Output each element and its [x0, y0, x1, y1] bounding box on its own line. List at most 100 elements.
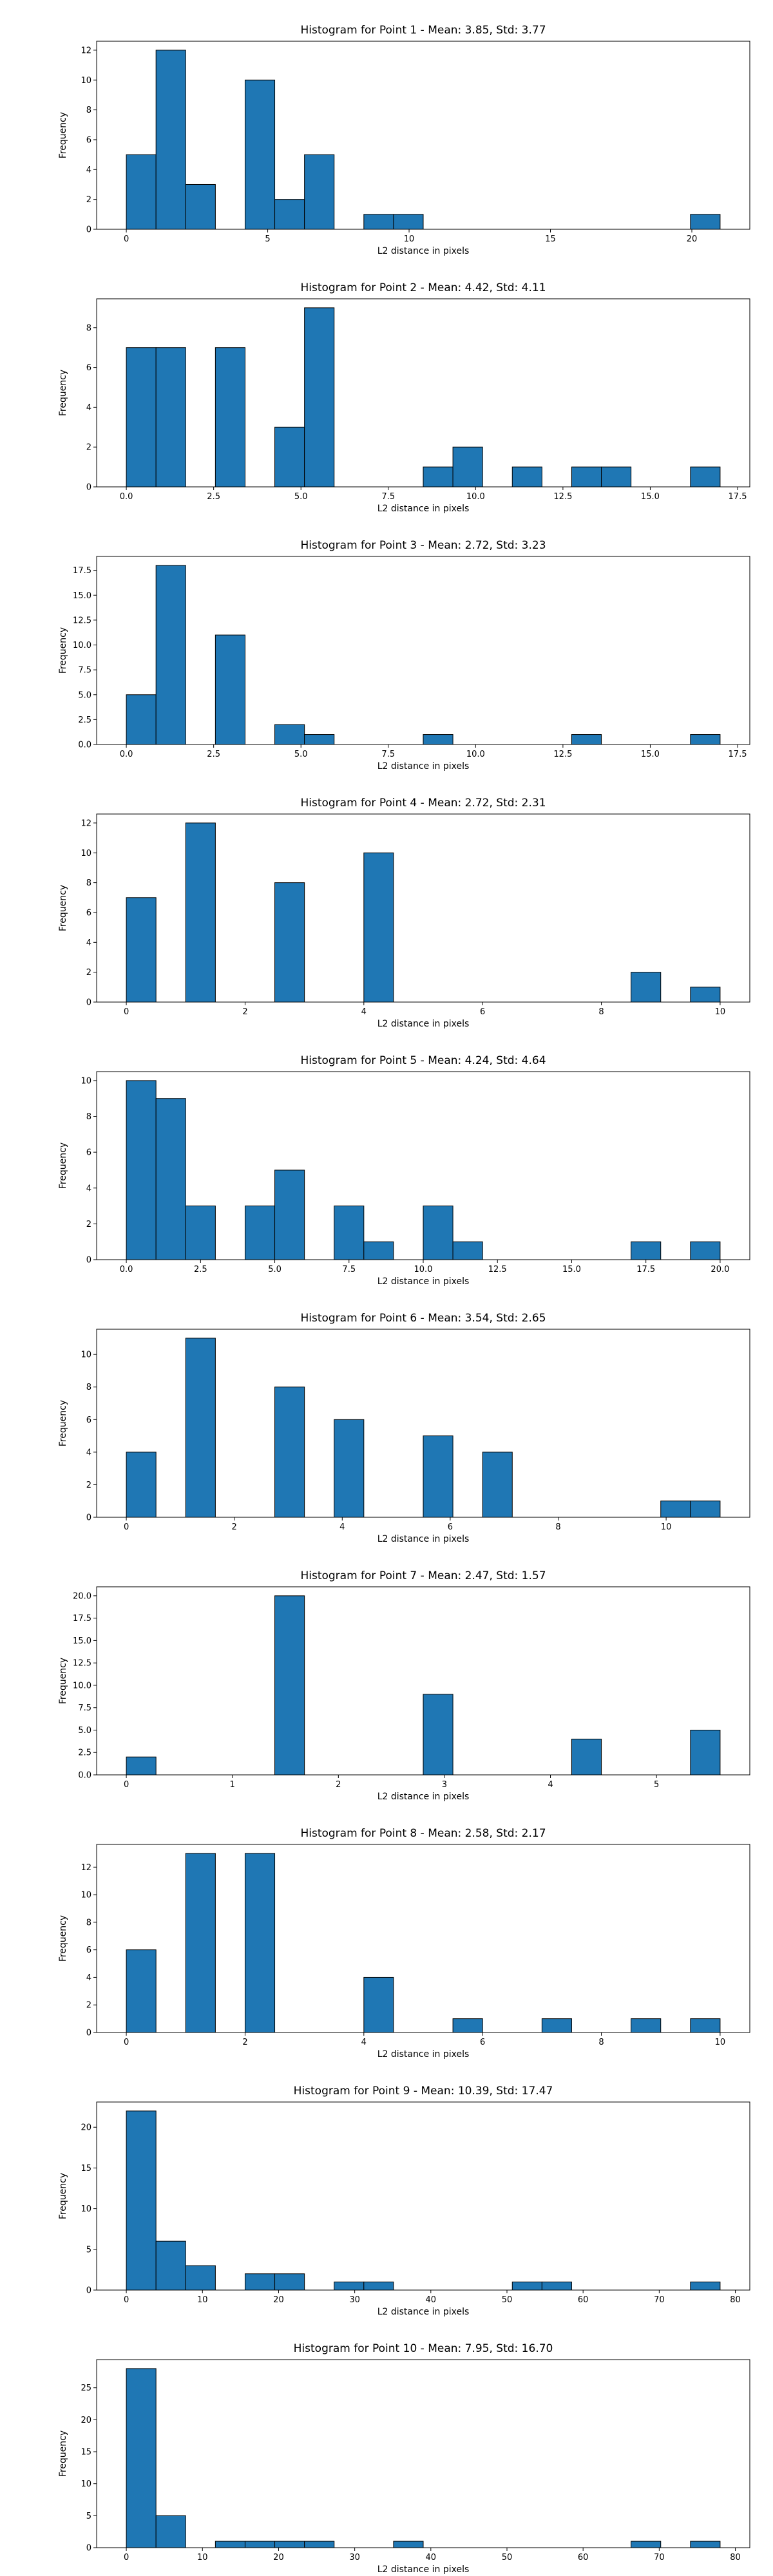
y-tick-label: 5 [86, 2245, 91, 2255]
x-tick-label: 6 [480, 2038, 485, 2047]
histogram-bar [215, 2541, 245, 2548]
x-tick-label: 10.0 [466, 492, 485, 502]
x-tick-label: 7.5 [381, 750, 395, 759]
histogram-panel-7: Histogram for Point 7 - Mean: 2.47, Std:… [0, 1546, 773, 1803]
y-axis-label: Frequency [58, 1400, 68, 1446]
histogram-bar [690, 1729, 721, 1776]
x-tick-label: 0 [124, 1007, 129, 1017]
histogram-bar [452, 2018, 483, 2033]
axes-frame [96, 813, 750, 1003]
histogram-bar [244, 79, 276, 230]
x-tick-label: 20 [273, 2553, 284, 2562]
chart-title: Histogram for Point 4 - Mean: 2.72, Std:… [300, 797, 546, 810]
histogram-bar [126, 2368, 157, 2548]
y-tick-label: 4 [86, 1973, 91, 1983]
x-tick-label: 0 [124, 234, 129, 244]
x-axis-label: L2 distance in pixels [377, 1534, 470, 1544]
histogram-bar [155, 347, 186, 488]
x-tick-label: 4 [361, 2038, 367, 2047]
y-tick-label: 10 [81, 76, 91, 86]
histogram-panel-6: Histogram for Point 6 - Mean: 3.54, Std:… [0, 1288, 773, 1546]
y-tick-label: 5.0 [78, 1726, 91, 1736]
histogram-bar [690, 2018, 721, 2033]
x-tick-label: 12.5 [553, 750, 572, 759]
axes-frame [96, 1329, 750, 1518]
x-axis-label: L2 distance in pixels [377, 1019, 470, 1029]
histogram-bar [690, 214, 721, 230]
histogram-bar [631, 1241, 662, 1260]
y-tick-label: 7.5 [78, 1703, 91, 1713]
y-tick-label: 10 [81, 1350, 91, 1360]
x-axis-label: L2 distance in pixels [377, 504, 470, 514]
histogram-bar [423, 1206, 453, 1260]
y-tick-label: 2 [86, 195, 91, 205]
histogram-svg: Histogram for Point 2 - Mean: 4.42, Std:… [58, 281, 750, 514]
y-tick-label: 10 [81, 2204, 91, 2214]
x-tick-label: 5 [654, 1780, 659, 1790]
histogram-bar [423, 1435, 453, 1518]
histogram-bar [126, 694, 157, 745]
x-tick-label: 17.5 [636, 1265, 655, 1274]
y-tick-label: 7.5 [78, 666, 91, 676]
y-tick-label: 5 [86, 2512, 91, 2521]
y-tick-label: 15 [81, 2448, 91, 2458]
y-axis-label: Frequency [58, 370, 68, 416]
histogram-bar [690, 987, 721, 1003]
histogram-bar [274, 2541, 305, 2548]
y-tick-label: 20 [81, 2416, 91, 2425]
y-tick-label: 2 [86, 1481, 91, 1490]
histogram-bar [423, 466, 453, 488]
x-tick-label: 4 [361, 1007, 367, 1017]
histogram-bar [244, 1853, 276, 2033]
histogram-bar [126, 1949, 157, 2033]
x-tick-label: 15 [545, 234, 556, 244]
histogram-bar [363, 2281, 394, 2291]
y-tick-label: 8 [86, 1383, 91, 1392]
histogram-bar [304, 2541, 335, 2548]
y-tick-label: 2.5 [78, 715, 91, 725]
x-tick-label: 3 [442, 1780, 447, 1790]
chart-title: Histogram for Point 8 - Mean: 2.58, Std:… [300, 1827, 546, 1840]
y-tick-label: 12 [81, 1863, 91, 1873]
x-tick-label: 0 [124, 1522, 129, 1532]
histogram-bar [126, 1080, 157, 1260]
x-tick-label: 2 [242, 2038, 247, 2047]
histogram-bar [185, 1853, 216, 2033]
x-tick-label: 10 [715, 2038, 726, 2047]
histogram-bar [126, 1756, 157, 1776]
histogram-bar [363, 852, 394, 1003]
chart-title: Histogram for Point 2 - Mean: 4.42, Std:… [300, 281, 546, 294]
histogram-bar [660, 1501, 691, 1518]
histogram-bar [334, 1206, 365, 1260]
histogram-svg: Histogram for Point 3 - Mean: 2.72, Std:… [58, 539, 750, 772]
y-tick-label: 0 [86, 998, 91, 1008]
x-tick-label: 10 [404, 234, 415, 244]
chart-title: Histogram for Point 10 - Mean: 7.95, Std… [294, 2342, 553, 2355]
histogram-panel-2: Histogram for Point 2 - Mean: 4.42, Std:… [0, 258, 773, 515]
y-tick-label: 6 [86, 1148, 91, 1158]
x-tick-label: 4 [339, 1522, 345, 1532]
histogram-panel-8: Histogram for Point 8 - Mean: 2.58, Std:… [0, 1803, 773, 2061]
histogram-svg: Histogram for Point 5 - Mean: 4.24, Std:… [58, 1054, 750, 1287]
x-tick-label: 2.5 [207, 492, 220, 502]
y-tick-label: 6 [86, 363, 91, 373]
x-tick-label: 30 [349, 2295, 360, 2305]
histogram-bar [274, 1595, 305, 1776]
histogram-svg: Histogram for Point 10 - Mean: 7.95, Std… [58, 2342, 750, 2575]
histogram-svg: Histogram for Point 8 - Mean: 2.58, Std:… [58, 1827, 750, 2060]
x-tick-label: 50 [502, 2295, 513, 2305]
histogram-bar [304, 734, 335, 745]
y-tick-label: 6 [86, 908, 91, 918]
histogram-bar [126, 1452, 157, 1518]
y-tick-label: 17.5 [73, 1614, 91, 1624]
histogram-bar [571, 734, 602, 745]
axes-frame [96, 298, 750, 488]
y-tick-label: 12.5 [73, 1659, 91, 1669]
histogram-bar [423, 1694, 453, 1776]
x-axis-label: L2 distance in pixels [377, 2049, 470, 2060]
y-tick-label: 4 [86, 1184, 91, 1193]
y-tick-label: 15.0 [73, 591, 91, 601]
x-tick-label: 2.5 [194, 1265, 207, 1274]
y-tick-label: 0 [86, 2286, 91, 2296]
chart-title: Histogram for Point 7 - Mean: 2.47, Std:… [300, 1569, 546, 1582]
